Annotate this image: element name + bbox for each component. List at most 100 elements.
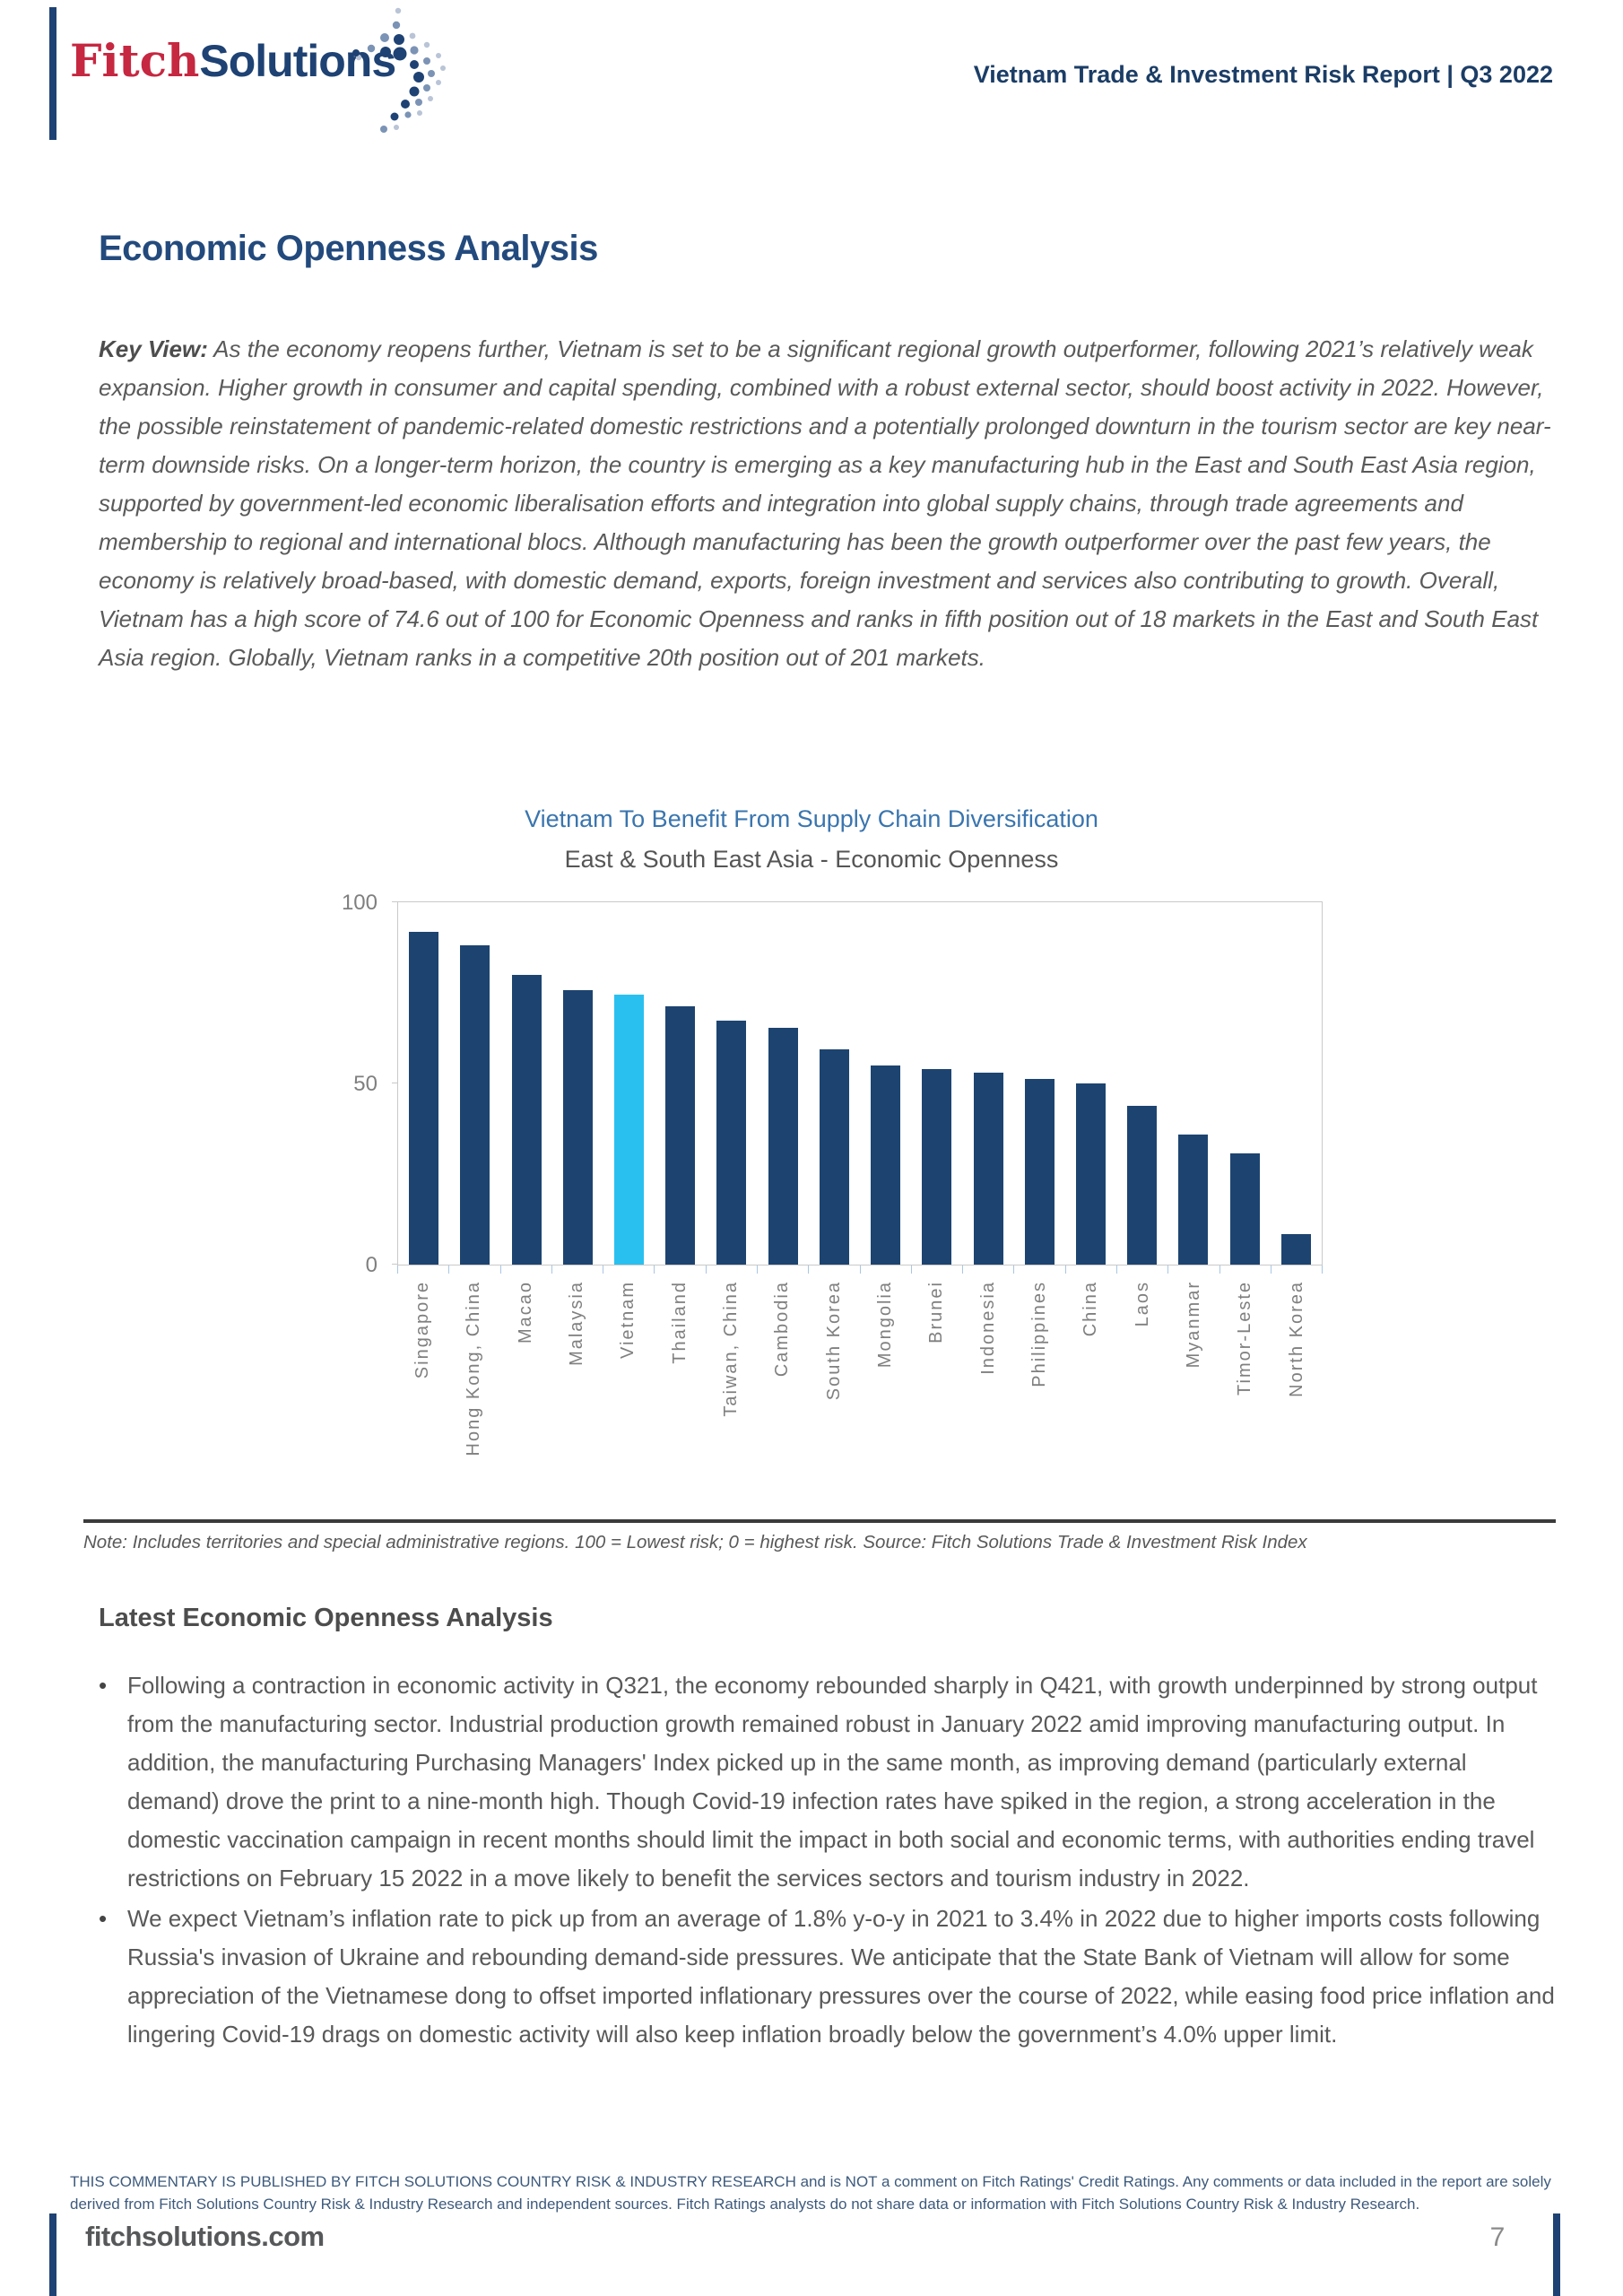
analysis-bullet-list: • Following a contraction in economic act… [99, 1666, 1560, 2056]
x-label-slot: Singapore [397, 1281, 448, 1509]
footer-accent-bar-right [1553, 2213, 1560, 2296]
y-axis-label: 0 [365, 1253, 378, 1277]
bullet-marker: • [99, 1672, 108, 1699]
chart-note: Note: Includes territories and special a… [83, 1532, 1307, 1552]
x-axis-label: Philippines [1029, 1281, 1050, 1387]
bar-slot [603, 902, 655, 1265]
x-axis-label: Brunei [926, 1281, 947, 1344]
bar-taiwan-china [716, 1020, 747, 1265]
x-tick [654, 1265, 705, 1274]
bar-cambodia [768, 1028, 798, 1265]
fitch-solutions-logo: FitchSolutions [70, 34, 396, 87]
x-label-slot: North Korea [1271, 1281, 1323, 1509]
chart-title: Vietnam To Benefit From Supply Chain Div… [525, 805, 1098, 832]
x-tick [603, 1265, 654, 1274]
chart-x-axis-labels: Singapore Hong Kong, China Macao Malaysia Vi… [397, 1281, 1323, 1509]
bar-slot [1219, 902, 1271, 1265]
chart-subtitle: East & South East Asia - Economic Openne… [564, 846, 1059, 873]
bar-slot [706, 902, 757, 1265]
x-label-slot: Macao [500, 1281, 551, 1509]
x-label-slot: South Korea [809, 1281, 860, 1509]
x-axis-label: Mongolia [875, 1281, 896, 1369]
logo-solutions-text: Solutions [199, 36, 396, 86]
chart-plot-area [397, 901, 1323, 1265]
x-axis-label: Macao [515, 1281, 535, 1344]
bar-slot [1065, 902, 1116, 1265]
bar-south-korea [819, 1049, 849, 1265]
x-label-slot: Philippines [1014, 1281, 1065, 1509]
chart-x-axis-ticks [397, 1265, 1324, 1274]
x-tick [397, 1265, 448, 1274]
bar-singapore [409, 931, 439, 1265]
bar-slot [1116, 902, 1167, 1265]
report-title: Vietnam Trade & Investment Risk Report |… [973, 61, 1553, 88]
x-label-slot: Thailand [655, 1281, 706, 1509]
x-axis-label: Myanmar [1184, 1281, 1204, 1369]
x-axis-label: Thailand [669, 1281, 690, 1364]
x-tick [1167, 1265, 1219, 1274]
x-label-slot: Brunei [911, 1281, 962, 1509]
page-number: 7 [1489, 2222, 1506, 2252]
x-axis-label: North Korea [1286, 1281, 1306, 1397]
x-tick [551, 1265, 603, 1274]
x-tick [448, 1265, 499, 1274]
bar-slot [758, 902, 809, 1265]
bar-slot [911, 902, 962, 1265]
bar-slot [1167, 902, 1219, 1265]
bar-indonesia [973, 1073, 1003, 1265]
bullet-item: • We expect Vietnam’s inflation rate to p… [99, 1900, 1560, 2054]
logo-fitch-text: Fitch [70, 34, 200, 87]
bar-slot [449, 902, 500, 1265]
bullet-text: We expect Vietnam’s inflation rate to pi… [127, 1905, 1555, 2048]
bar-macao [511, 974, 542, 1265]
y-axis-label: 50 [353, 1072, 378, 1096]
x-tick [499, 1265, 551, 1274]
bar-slot [552, 902, 603, 1265]
x-tick [1013, 1265, 1064, 1274]
x-tick [859, 1265, 911, 1274]
bar-hong-kong-china [460, 944, 490, 1265]
y-tick [392, 1264, 398, 1265]
x-axis-label: Indonesia [977, 1281, 998, 1375]
bar-brunei [922, 1069, 952, 1265]
logo-starburst-icon [334, 2, 452, 143]
chart-note-divider [83, 1519, 1556, 1523]
x-axis-label: Taiwan, China [721, 1281, 742, 1417]
x-tick [756, 1265, 808, 1274]
header-accent-bar [49, 7, 56, 140]
bar-north-korea [1280, 1234, 1311, 1265]
x-label-slot: Malaysia [551, 1281, 603, 1509]
bar-myanmar [1178, 1135, 1209, 1265]
bullet-marker: • [99, 1905, 108, 1932]
bar-thailand [665, 1005, 696, 1265]
x-label-slot: Myanmar [1168, 1281, 1219, 1509]
x-axis-label: Cambodia [772, 1281, 793, 1378]
chart-y-axis: 0 50 100 [308, 891, 390, 1277]
bar-malaysia [562, 989, 593, 1265]
y-axis-label: 100 [341, 891, 378, 915]
bar-slot [655, 902, 706, 1265]
bar-china [1075, 1083, 1106, 1265]
bar-timor-leste [1229, 1152, 1260, 1265]
bar-slot [398, 902, 449, 1265]
page-title: Economic Openness Analysis [99, 229, 598, 268]
bar-laos [1127, 1106, 1158, 1265]
x-label-slot: Taiwan, China [706, 1281, 757, 1509]
x-tick [808, 1265, 859, 1274]
bar-mongolia [871, 1065, 901, 1265]
x-axis-label: Laos [1132, 1281, 1152, 1327]
bar-philippines [1024, 1078, 1055, 1265]
x-axis-label: Malaysia [567, 1281, 587, 1366]
x-label-slot: Cambodia [757, 1281, 808, 1509]
analysis-heading: Latest Economic Openness Analysis [99, 1604, 553, 1632]
bullet-text: Following a contraction in economic acti… [127, 1672, 1538, 1892]
x-axis-label: Hong Kong, China [464, 1281, 484, 1457]
bar-slot [1014, 902, 1065, 1265]
y-tick [392, 901, 398, 902]
x-axis-label: Singapore [412, 1281, 433, 1379]
x-label-slot: Hong Kong, China [448, 1281, 499, 1509]
bar-slot [962, 902, 1013, 1265]
x-label-slot: Timor-Leste [1219, 1281, 1271, 1509]
x-tick [1115, 1265, 1167, 1274]
